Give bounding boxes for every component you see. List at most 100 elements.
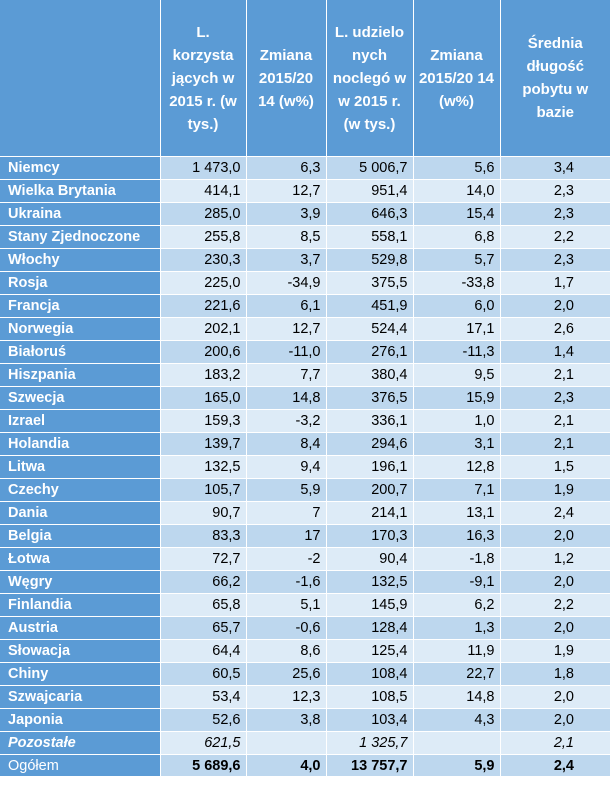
nights-cell: 276,1 [326,340,414,364]
table-row: Łotwa 72,7 -2 90,4 -1,8 1,2 [0,547,610,571]
visitors-change-cell: -11,0 [246,340,327,364]
nights-change-cell: 15,9 [413,386,501,410]
average-stay-cell: 2,1 [500,409,610,433]
average-stay-cell: 2,4 [500,501,610,525]
visitors-cell: 105,7 [160,478,247,502]
average-stay-cell: 1,9 [500,639,610,663]
nights-cell: 103,4 [326,708,414,732]
nights-change-cell: -11,3 [413,340,501,364]
nights-change-cell: 15,4 [413,202,501,226]
country-cell: Finlandia [0,593,161,617]
average-stay-cell: 3,4 [500,156,610,180]
nights-cell: 646,3 [326,202,414,226]
nights-cell: 128,4 [326,616,414,640]
visitors-cell: 52,6 [160,708,247,732]
country-cell: Japonia [0,708,161,732]
total-row: Ogółem 5 689,6 4,0 13 757,7 5,9 2,4 [0,754,610,776]
table-row: Niemcy 1 473,0 6,3 5 006,7 5,6 3,4 [0,156,610,180]
country-cell: Niemcy [0,156,161,180]
visitors-change-cell: 8,5 [246,225,327,249]
visitors-cell: 65,8 [160,593,247,617]
header-visitors-2015: L. korzysta jących w 2015 r. (w tys.) [160,0,247,157]
visitors-cell: 83,3 [160,524,247,548]
average-stay-cell: 1,4 [500,340,610,364]
country-cell: Ukraina [0,202,161,226]
country-cell: Szwajcaria [0,685,161,709]
visitors-cell: 72,7 [160,547,247,571]
country-cell: Stany Zjednoczone [0,225,161,249]
nights-cell: 108,4 [326,662,414,686]
country-cell: Chiny [0,662,161,686]
visitors-cell: 1 473,0 [160,156,247,180]
average-stay-cell: 2,3 [500,202,610,226]
table-row: Belgia 83,3 17 170,3 16,3 2,0 [0,524,610,548]
visitors-change-cell: 6,1 [246,294,327,318]
visitors-change-cell: -3,2 [246,409,327,433]
visitors-cell: 90,7 [160,501,247,525]
table-row: Węgry 66,2 -1,6 132,5 -9,1 2,0 [0,570,610,594]
country-cell: Pozostałe [0,731,161,755]
nights-cell: 951,4 [326,179,414,203]
nights-change-cell: 22,7 [413,662,501,686]
table-row: Litwa 132,5 9,4 196,1 12,8 1,5 [0,455,610,479]
table-row: Dania 90,7 7 214,1 13,1 2,4 [0,501,610,525]
country-cell: Szwecja [0,386,161,410]
visitors-cell: 139,7 [160,432,247,456]
average-stay-cell: 2,3 [500,386,610,410]
average-stay-cell: 1,5 [500,455,610,479]
table-row: Szwecja 165,0 14,8 376,5 15,9 2,3 [0,386,610,410]
visitors-change-cell: 6,3 [246,156,327,180]
visitors-cell: 230,3 [160,248,247,272]
nights-cell: 108,5 [326,685,414,709]
nights-cell: 524,4 [326,317,414,341]
visitors-cell: 200,6 [160,340,247,364]
country-cell: Litwa [0,455,161,479]
table-row: Czechy 105,7 5,9 200,7 7,1 1,9 [0,478,610,502]
nights-change-cell: -33,8 [413,271,501,295]
table-row: Izrael 159,3 -3,2 336,1 1,0 2,1 [0,409,610,433]
table-row: Japonia 52,6 3,8 103,4 4,3 2,0 [0,708,610,732]
average-stay-cell: 2,3 [500,179,610,203]
visitors-change-cell: -1,6 [246,570,327,594]
average-stay-cell: 2,2 [500,225,610,249]
nights-change-cell [413,731,501,755]
visitors-cell: 159,3 [160,409,247,433]
table-row: Norwegia 202,1 12,7 524,4 17,1 2,6 [0,317,610,341]
table-row: Wielka Brytania 414,1 12,7 951,4 14,0 2,3 [0,179,610,203]
visitors-cell: 183,2 [160,363,247,387]
country-cell: Łotwa [0,547,161,571]
table-row: Pozostałe 621,5 1 325,7 2,1 [0,731,610,755]
table-row: Rosja 225,0 -34,9 375,5 -33,8 1,7 [0,271,610,295]
country-cell: Czechy [0,478,161,502]
visitors-change-cell: 7,7 [246,363,327,387]
nights-change-cell: 9,5 [413,363,501,387]
country-cell: Izrael [0,409,161,433]
visitors-change-cell: 14,8 [246,386,327,410]
nights-change-cell: 11,9 [413,639,501,663]
nights-change-cell: 12,8 [413,455,501,479]
nights-cell: 1 325,7 [326,731,414,755]
nights-change-cell: 7,1 [413,478,501,502]
table-row: Włochy 230,3 3,7 529,8 5,7 2,3 [0,248,610,272]
visitors-cell: 64,4 [160,639,247,663]
nights-cell: 170,3 [326,524,414,548]
table-row: Słowacja 64,4 8,6 125,4 11,9 1,9 [0,639,610,663]
total-label: Ogółem [0,754,161,776]
visitors-change-cell: 12,7 [246,179,327,203]
nights-cell: 529,8 [326,248,414,272]
average-stay-cell: 1,9 [500,478,610,502]
country-cell: Austria [0,616,161,640]
nights-change-cell: 13,1 [413,501,501,525]
country-cell: Wielka Brytania [0,179,161,203]
header-nights-2015: L. udzielo nych noclegó w w 2015 r. (w t… [326,0,414,157]
average-stay-cell: 2,0 [500,616,610,640]
visitors-cell: 414,1 [160,179,247,203]
total-visitors: 5 689,6 [160,754,247,776]
table-row: Holandia 139,7 8,4 294,6 3,1 2,1 [0,432,610,456]
average-stay-cell: 2,0 [500,708,610,732]
nights-cell: 214,1 [326,501,414,525]
visitors-cell: 285,0 [160,202,247,226]
total-nights-change: 5,9 [413,754,501,776]
header-row: L. korzysta jących w 2015 r. (w tys.) Zm… [0,0,610,157]
